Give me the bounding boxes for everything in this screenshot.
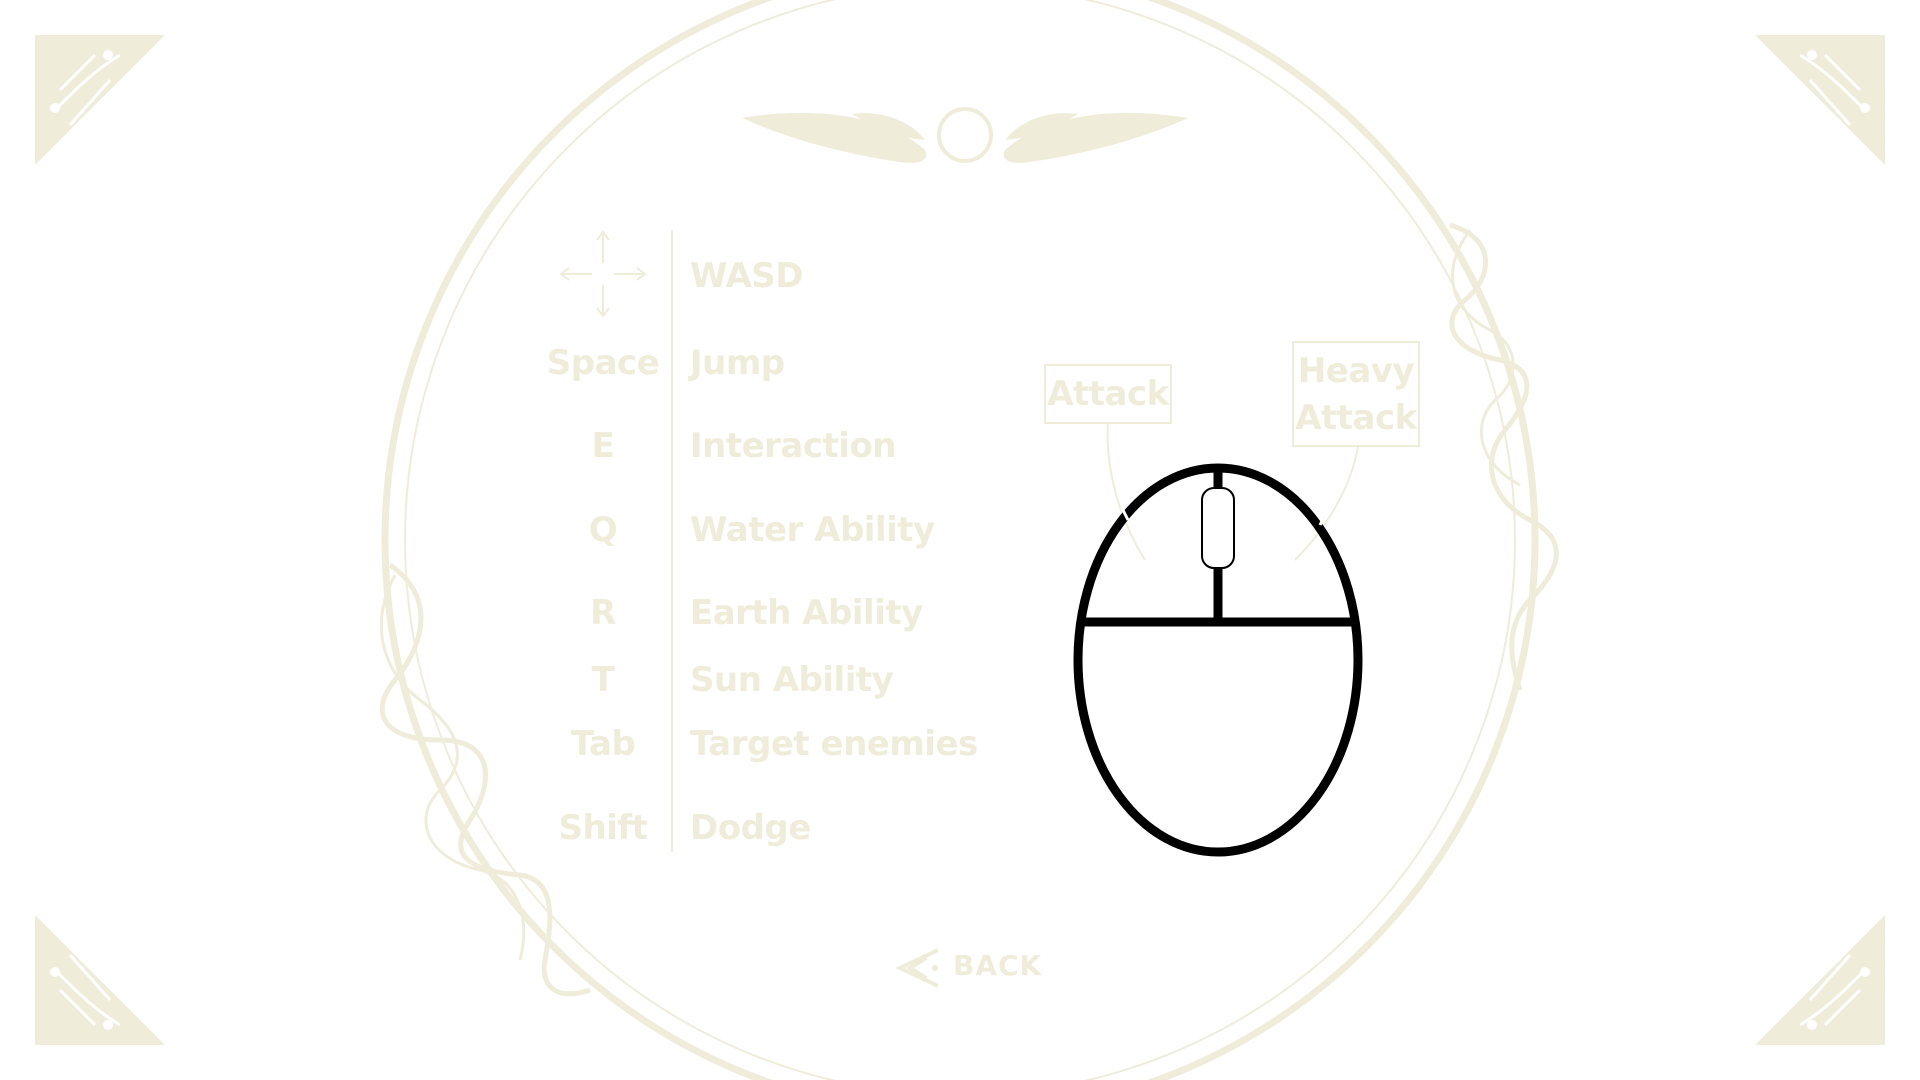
key-r: R <box>590 593 616 633</box>
heavy-attack-label-line1: Heavy <box>1297 351 1415 391</box>
attack-connector <box>1106 422 1146 561</box>
arrows-icon <box>559 230 647 318</box>
vine-left-2 <box>379 574 526 961</box>
heavy-attack-connector <box>1294 446 1359 561</box>
action-dodge: Dodge <box>690 808 811 848</box>
inner-ring <box>404 0 1516 1080</box>
attack-label: Attack <box>1047 374 1169 414</box>
action-interaction: Interaction <box>690 426 897 466</box>
action-earth-ability: Earth Ability <box>690 593 923 633</box>
outer-ring <box>381 0 1539 1080</box>
corner-top-right <box>1755 35 1885 165</box>
corner-bottom-right <box>1755 915 1885 1045</box>
back-button[interactable]: BACK <box>893 940 1043 990</box>
action-wasd: WASD <box>690 256 804 296</box>
mouse-icon <box>1073 463 1363 857</box>
corner-bottom-left <box>35 915 165 1045</box>
key-t: T <box>591 660 615 700</box>
action-target-enemies: Target enemies <box>690 724 978 764</box>
attack-label-box: Attack <box>1044 364 1172 424</box>
heavy-attack-label-box: Heavy Attack <box>1292 341 1420 447</box>
action-jump: Jump <box>690 343 785 383</box>
top-emblem-circle <box>937 107 993 163</box>
top-emblem <box>742 112 1188 163</box>
vine-right <box>1449 222 1559 691</box>
vine-left <box>379 562 591 997</box>
double-chevron-left-icon <box>895 948 939 988</box>
key-e: E <box>591 426 615 466</box>
heavy-attack-label-line2: Attack <box>1295 398 1417 438</box>
key-tab: Tab <box>570 724 636 764</box>
corner-top-left <box>35 35 165 165</box>
key-space: Space <box>546 343 660 383</box>
vine-right-2 <box>1451 229 1521 487</box>
action-sun-ability: Sun Ability <box>690 660 894 700</box>
key-shift: Shift <box>558 808 648 848</box>
key-q: Q <box>588 510 618 550</box>
back-label: BACK <box>953 948 1043 982</box>
action-water-ability: Water Ability <box>690 510 935 550</box>
